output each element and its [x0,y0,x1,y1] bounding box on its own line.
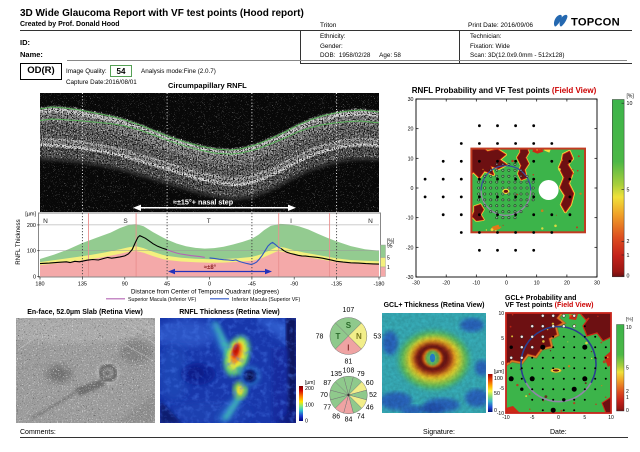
svg-text:T: T [335,332,340,341]
svg-text:5: 5 [583,415,586,421]
svg-text:0: 0 [411,186,414,192]
svg-text:[µm]: [µm] [305,380,315,386]
svg-text:RNFL Thickness: RNFL Thickness [15,219,22,264]
svg-text:-20: -20 [406,245,414,251]
svg-text:79: 79 [357,371,365,378]
svg-text:2: 2 [627,239,630,245]
svg-text:N: N [43,218,48,225]
svg-text:84: 84 [345,417,353,424]
svg-text:10: 10 [608,415,614,421]
svg-text:86: 86 [332,413,340,420]
svg-text:Distance from Center of Tempor: Distance from Center of Temporal Quadran… [131,289,279,296]
svg-text:Inferior Macula (Superior VF): Inferior Macula (Superior VF) [232,297,301,303]
svg-text:107: 107 [343,307,355,314]
svg-text:70: 70 [320,392,328,399]
svg-text:-10: -10 [497,411,504,417]
svg-text:0: 0 [626,408,629,414]
svg-text:5: 5 [627,187,630,193]
svg-text:T: T [207,218,211,225]
svg-text:-180: -180 [373,282,384,288]
svg-text:-20: -20 [442,281,450,287]
svg-text:S: S [346,321,352,330]
svg-text:74: 74 [357,413,365,420]
svg-text:≈±8°: ≈±8° [204,265,217,271]
svg-text:[%]: [%] [627,94,635,100]
svg-text:95: 95 [387,244,393,250]
svg-text:[µm]: [µm] [494,369,504,375]
svg-text:0: 0 [627,274,630,280]
svg-text:N: N [368,218,373,225]
svg-text:45: 45 [164,282,170,288]
svg-text:5: 5 [387,256,390,262]
svg-text:≈±15°+ nasal step: ≈±15°+ nasal step [173,197,234,206]
svg-text:30: 30 [408,97,414,103]
svg-text:0: 0 [208,282,211,288]
svg-text:81: 81 [345,359,353,366]
svg-text:0: 0 [305,419,308,425]
svg-text:0: 0 [505,281,508,287]
svg-text:[%]: [%] [626,317,633,323]
svg-text:200: 200 [27,223,36,229]
svg-text:5: 5 [501,336,504,342]
svg-text:10: 10 [408,156,414,162]
svg-text:60: 60 [366,380,374,387]
svg-text:-135: -135 [331,282,342,288]
svg-text:46: 46 [366,404,374,411]
svg-text:10: 10 [626,325,632,331]
svg-text:1: 1 [626,395,629,401]
svg-text:I: I [290,218,292,225]
svg-text:TOPCON: TOPCON [571,17,620,29]
svg-text:10: 10 [498,311,504,317]
svg-text:1: 1 [387,265,390,271]
svg-text:N: N [356,332,362,341]
svg-text:52: 52 [369,392,377,399]
svg-text:-30: -30 [412,281,420,287]
svg-text:-90: -90 [290,282,298,288]
svg-text:50: 50 [494,391,500,397]
svg-text:100: 100 [494,376,503,382]
svg-text:100: 100 [27,249,36,255]
svg-text:1: 1 [627,253,630,259]
svg-text:I: I [347,344,349,353]
svg-text:-10: -10 [472,281,480,287]
svg-text:180: 180 [35,282,44,288]
svg-text:90: 90 [122,282,128,288]
svg-text:0: 0 [494,408,497,414]
svg-text:10: 10 [534,281,540,287]
svg-text:5: 5 [626,366,629,372]
svg-text:0: 0 [501,361,504,367]
svg-text:135: 135 [78,282,87,288]
svg-text:-10: -10 [502,415,509,421]
svg-text:53: 53 [373,334,381,341]
svg-text:77: 77 [323,404,331,411]
svg-text:200: 200 [305,386,314,392]
svg-text:-10: -10 [406,216,414,222]
svg-text:20: 20 [408,127,414,133]
svg-text:2: 2 [626,389,629,395]
svg-text:78: 78 [316,334,324,341]
svg-text:[%]: [%] [387,239,395,245]
svg-text:RNFL Probability and VF Test p: RNFL Probability and VF Test points (Fie… [412,86,597,95]
svg-text:S: S [123,218,128,225]
svg-text:-45: -45 [248,282,256,288]
svg-text:[µm]: [µm] [25,212,36,218]
svg-text:20: 20 [564,281,570,287]
svg-text:-5: -5 [530,415,535,421]
svg-text:-30: -30 [406,275,414,281]
svg-text:87: 87 [323,380,331,387]
svg-text:0: 0 [33,275,36,281]
svg-text:108: 108 [343,368,355,375]
svg-text:Superior Macula (Inferior VF): Superior Macula (Inferior VF) [128,297,197,303]
svg-text:30: 30 [594,281,600,287]
svg-text:100: 100 [305,403,314,409]
svg-text:10: 10 [627,101,633,107]
svg-text:-5: -5 [500,386,505,392]
svg-text:135: 135 [330,371,342,378]
svg-text:0: 0 [557,415,560,421]
